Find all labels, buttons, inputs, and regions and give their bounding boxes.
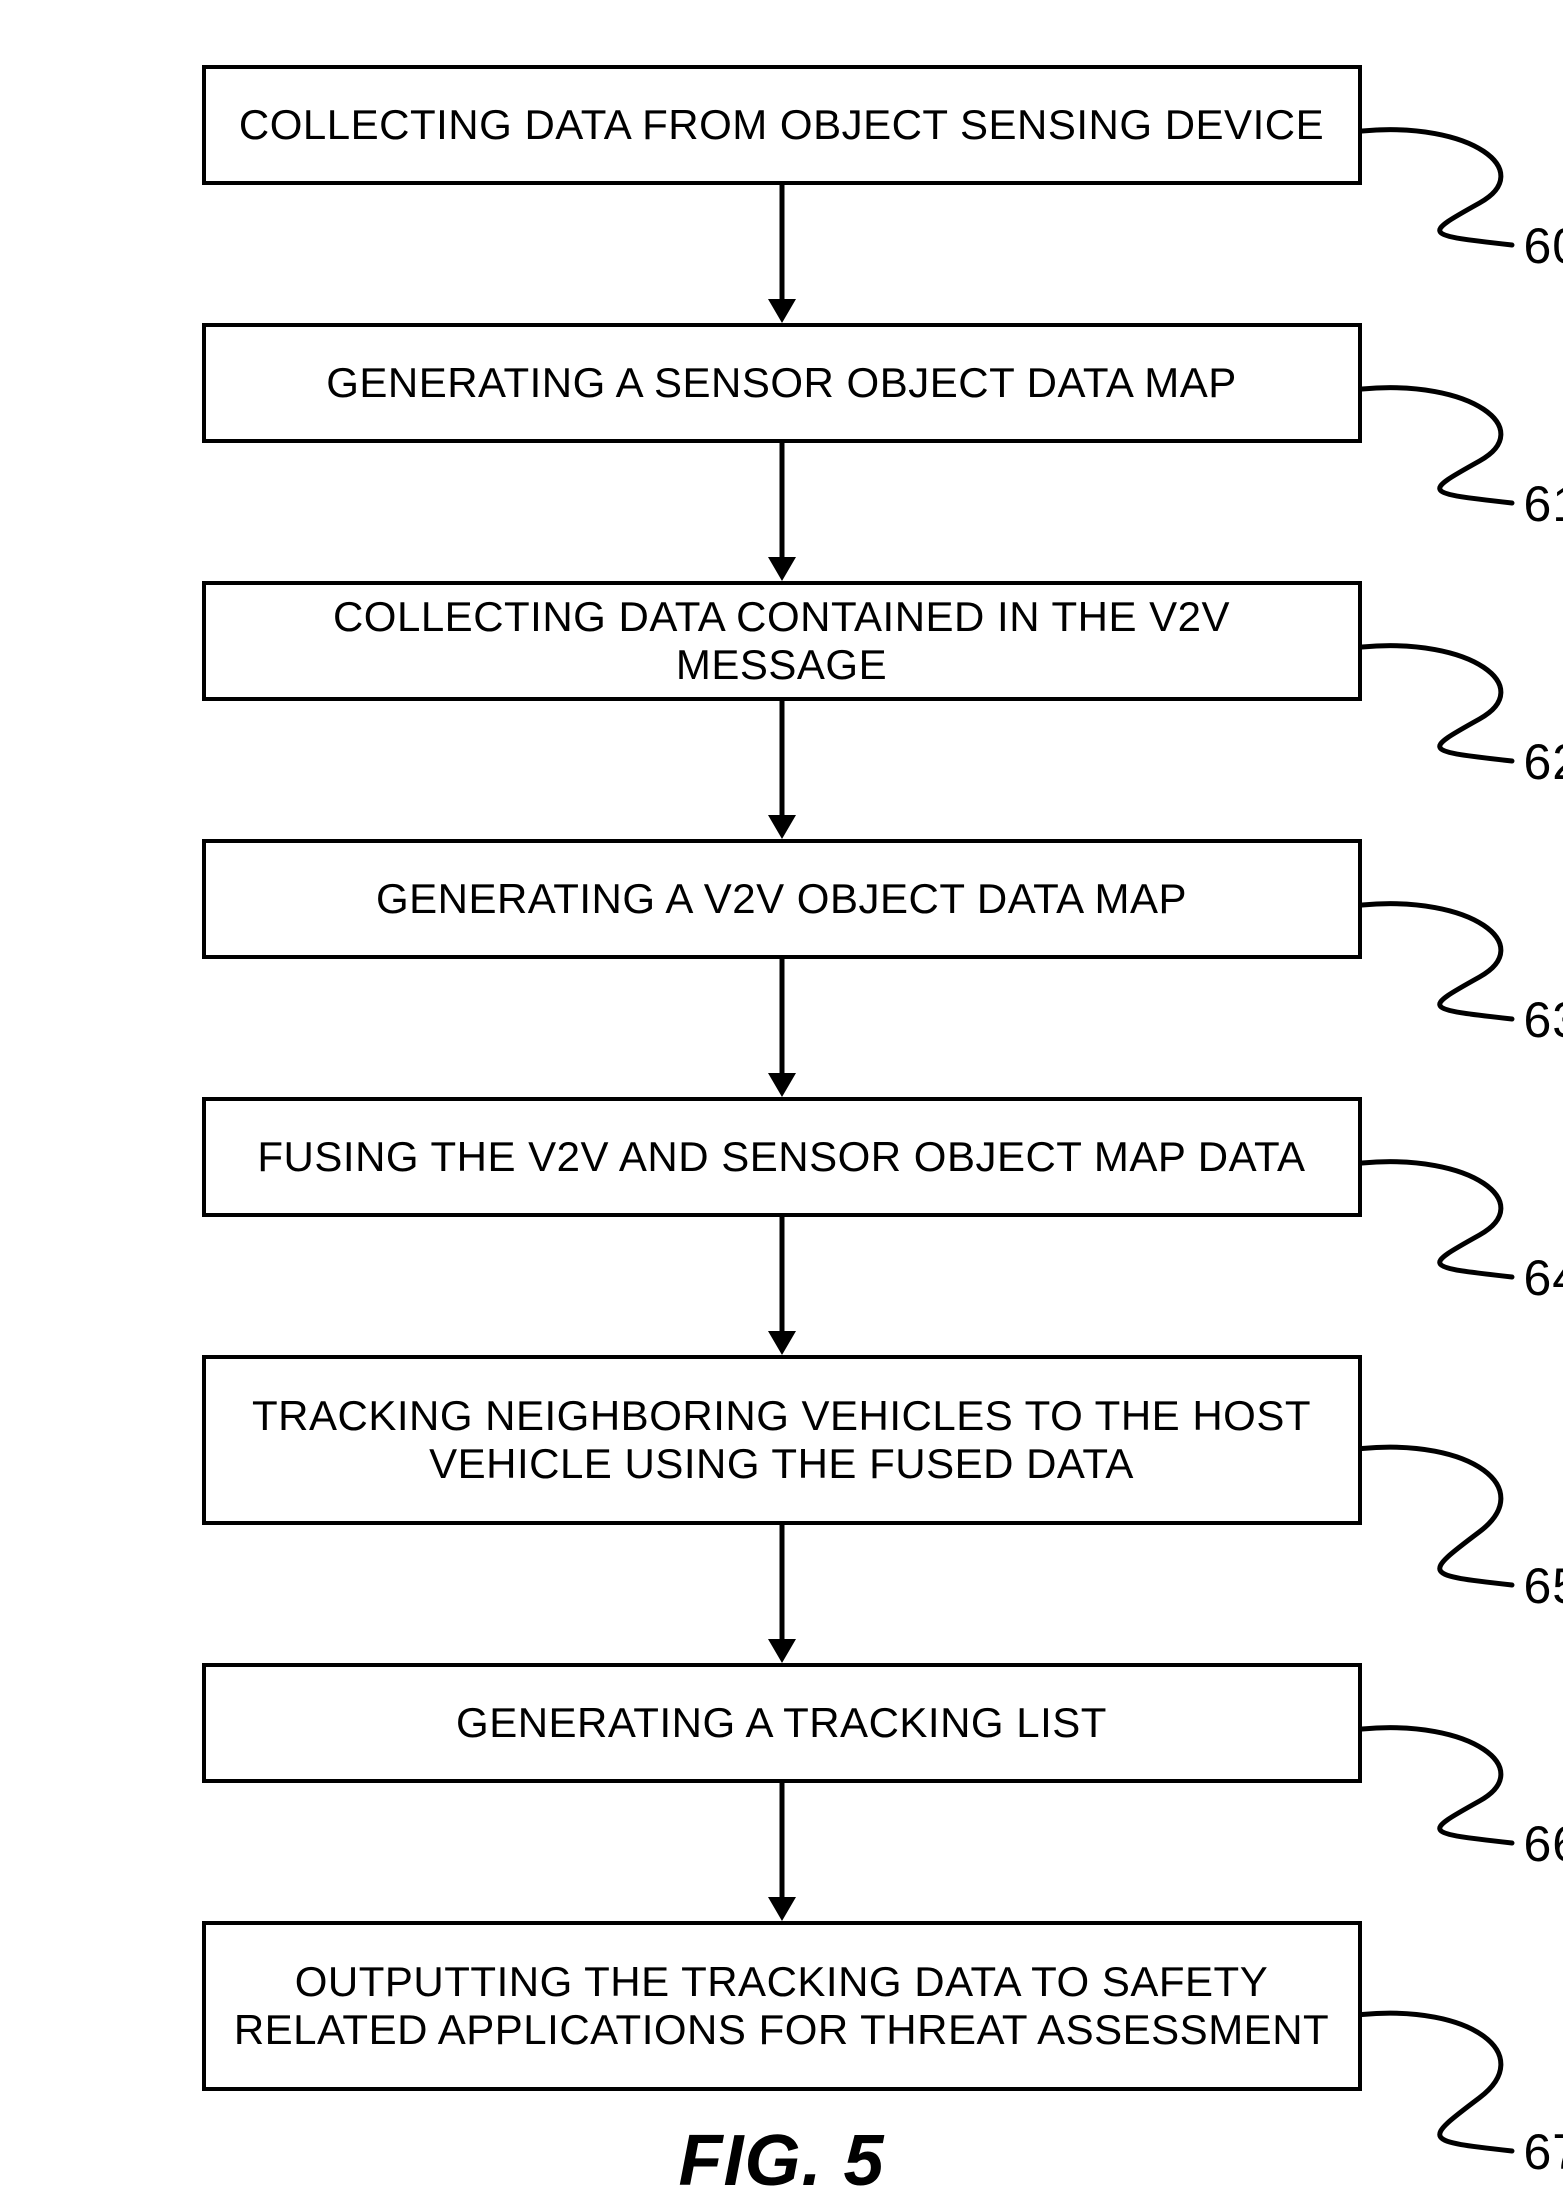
flow-box: GENERATING A TRACKING LIST: [202, 1663, 1362, 1783]
flow-step: TRACKING NEIGHBORING VEHICLES TO THE HOS…: [202, 1355, 1362, 1525]
step-label: 62: [1524, 733, 1563, 791]
flow-box: TRACKING NEIGHBORING VEHICLES TO THE HOS…: [202, 1355, 1362, 1525]
step-label: 64: [1524, 1249, 1563, 1307]
flow-box-text: GENERATING A TRACKING LIST: [456, 1699, 1107, 1747]
flow-step: COLLECTING DATA FROM OBJECT SENSING DEVI…: [202, 65, 1362, 185]
step-label: 66: [1524, 1815, 1563, 1873]
flow-box-text: COLLECTING DATA CONTAINED IN THE V2V MES…: [226, 593, 1338, 690]
flow-box: COLLECTING DATA CONTAINED IN THE V2V MES…: [202, 581, 1362, 701]
flow-box-text: GENERATING A SENSOR OBJECT DATA MAP: [326, 359, 1237, 407]
flow-box: FUSING THE V2V AND SENSOR OBJECT MAP DAT…: [202, 1097, 1362, 1217]
flow-box-text: OUTPUTTING THE TRACKING DATA TO SAFETY R…: [226, 1958, 1338, 2055]
flow-step: OUTPUTTING THE TRACKING DATA TO SAFETY R…: [202, 1921, 1362, 2091]
flow-arrow: [202, 1217, 1362, 1355]
flow-box: GENERATING A V2V OBJECT DATA MAP: [202, 839, 1362, 959]
step-label: 61: [1524, 475, 1563, 533]
flow-box: GENERATING A SENSOR OBJECT DATA MAP: [202, 323, 1362, 443]
flow-arrow: [202, 443, 1362, 581]
step-label: 60: [1524, 217, 1563, 275]
flow-arrow: [202, 1525, 1362, 1663]
step-label: 65: [1524, 1557, 1563, 1615]
flow-box-text: FUSING THE V2V AND SENSOR OBJECT MAP DAT…: [257, 1133, 1305, 1181]
flow-box: COLLECTING DATA FROM OBJECT SENSING DEVI…: [202, 65, 1362, 185]
flow-step: GENERATING A SENSOR OBJECT DATA MAP 61: [202, 323, 1362, 443]
flow-arrow: [202, 701, 1362, 839]
flow-box: OUTPUTTING THE TRACKING DATA TO SAFETY R…: [202, 1921, 1362, 2091]
flow-arrow: [202, 959, 1362, 1097]
flow-step: COLLECTING DATA CONTAINED IN THE V2V MES…: [202, 581, 1362, 701]
flow-step: GENERATING A TRACKING LIST 66: [202, 1663, 1362, 1783]
flow-box-text: GENERATING A V2V OBJECT DATA MAP: [376, 875, 1187, 923]
flow-box-text: TRACKING NEIGHBORING VEHICLES TO THE HOS…: [226, 1392, 1338, 1489]
figure-label: FIG. 5: [0, 2120, 1563, 2202]
flow-step: GENERATING A V2V OBJECT DATA MAP 63: [202, 839, 1362, 959]
flow-step: FUSING THE V2V AND SENSOR OBJECT MAP DAT…: [202, 1097, 1362, 1217]
flow-box-text: COLLECTING DATA FROM OBJECT SENSING DEVI…: [239, 101, 1324, 149]
step-label: 63: [1524, 991, 1563, 1049]
flow-arrow: [202, 185, 1362, 323]
flow-arrow: [202, 1783, 1362, 1921]
